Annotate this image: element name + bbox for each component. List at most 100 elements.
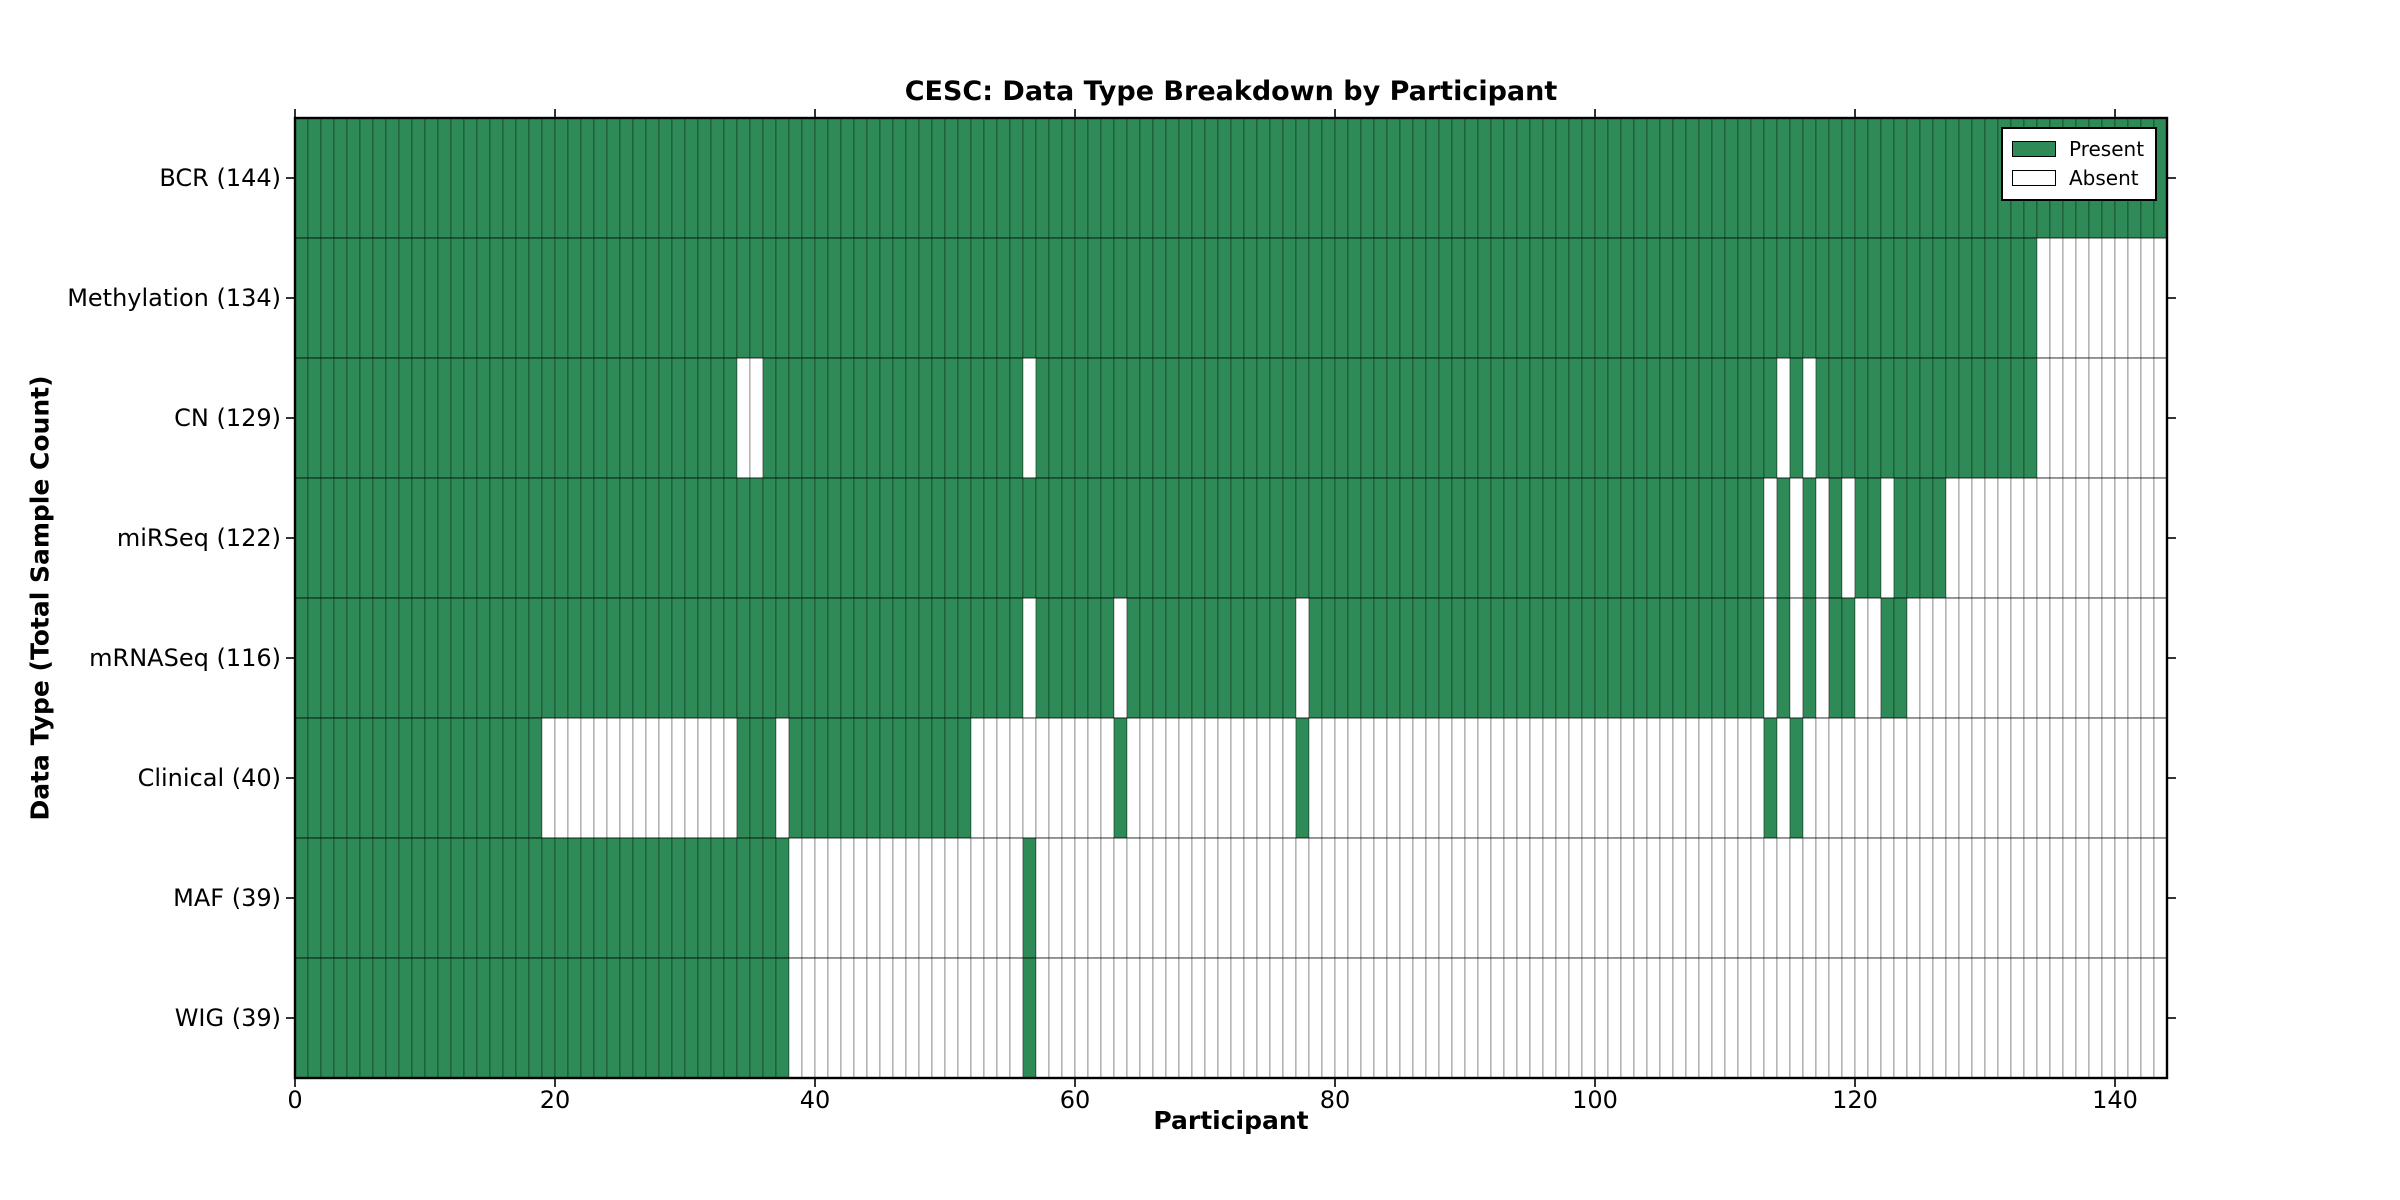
- cell: [1997, 837, 2012, 959]
- cell: [1412, 837, 1427, 959]
- cell: [1672, 837, 1687, 959]
- cell: [1750, 357, 1765, 479]
- cell: [645, 477, 660, 599]
- cell: [346, 597, 361, 719]
- cell: [1880, 357, 1895, 479]
- cell: [1854, 597, 1869, 719]
- cell: [515, 597, 530, 719]
- cell: [1880, 957, 1895, 1079]
- cell: [983, 597, 998, 719]
- cell: [372, 237, 387, 359]
- cell: [1542, 117, 1557, 239]
- cell: [762, 477, 777, 599]
- cell: [1633, 837, 1648, 959]
- cell: [801, 597, 816, 719]
- cell: [1672, 597, 1687, 719]
- cell: [1828, 837, 1843, 959]
- cell: [866, 717, 881, 839]
- cell: [684, 957, 699, 1079]
- cell: [2153, 837, 2168, 959]
- cell: [931, 477, 946, 599]
- cell: [996, 477, 1011, 599]
- cell: [1672, 957, 1687, 1079]
- cell: [788, 357, 803, 479]
- cell: [619, 117, 634, 239]
- cell: [1958, 597, 1973, 719]
- cell: [1711, 957, 1726, 1079]
- cell: [1555, 357, 1570, 479]
- cell: [1880, 597, 1895, 719]
- cell: [372, 117, 387, 239]
- cell: [411, 597, 426, 719]
- cell: [2036, 957, 2051, 1079]
- cell: [1932, 357, 1947, 479]
- cell: [1282, 957, 1297, 1079]
- cell: [411, 117, 426, 239]
- cell: [2075, 237, 2090, 359]
- cell: [931, 597, 946, 719]
- cell: [658, 597, 673, 719]
- cell: [1178, 957, 1193, 1079]
- cell: [710, 357, 725, 479]
- cell: [1516, 717, 1531, 839]
- cell: [983, 837, 998, 959]
- cell: [359, 957, 374, 1079]
- cell: [1854, 357, 1869, 479]
- cell: [385, 117, 400, 239]
- cell: [1282, 717, 1297, 839]
- cell: [697, 117, 712, 239]
- cell: [515, 477, 530, 599]
- cell: [1503, 717, 1518, 839]
- cell: [1919, 837, 1934, 959]
- cell: [1373, 837, 1388, 959]
- cell: [463, 957, 478, 1079]
- cell: [1477, 117, 1492, 239]
- cell: [1737, 957, 1752, 1079]
- cell: [1542, 717, 1557, 839]
- cell: [1360, 477, 1375, 599]
- cell: [294, 477, 309, 599]
- cell: [372, 957, 387, 1079]
- cell: [1425, 117, 1440, 239]
- cell: [1854, 837, 1869, 959]
- cell: [1191, 837, 1206, 959]
- cell: [424, 837, 439, 959]
- cell: [437, 957, 452, 1079]
- cell: [554, 357, 569, 479]
- cell: [1256, 357, 1271, 479]
- cell: [1347, 117, 1362, 239]
- cell: [1048, 117, 1063, 239]
- cell: [970, 117, 985, 239]
- cell: [1217, 957, 1232, 1079]
- cell: [2114, 717, 2129, 839]
- x-tick-label: 40: [799, 1086, 831, 1114]
- cell: [1477, 957, 1492, 1079]
- cell: [1425, 957, 1440, 1079]
- x-tick-label: 140: [2092, 1086, 2138, 1114]
- cell: [1906, 237, 1921, 359]
- cell: [1971, 837, 1986, 959]
- cell: [541, 117, 556, 239]
- cell: [853, 357, 868, 479]
- cell: [1009, 477, 1024, 599]
- cell: [1022, 717, 1037, 839]
- cell: [918, 597, 933, 719]
- cell: [996, 597, 1011, 719]
- cell: [827, 597, 842, 719]
- cell: [1971, 357, 1986, 479]
- cell: [476, 717, 491, 839]
- cell: [1243, 477, 1258, 599]
- cell: [1035, 717, 1050, 839]
- cell: [1360, 837, 1375, 959]
- cell: [1295, 117, 1310, 239]
- cell: [1763, 717, 1778, 839]
- cell: [320, 357, 335, 479]
- cell: [1477, 837, 1492, 959]
- cell: [476, 357, 491, 479]
- cell: [346, 237, 361, 359]
- cell: [1191, 957, 1206, 1079]
- cell: [1815, 957, 1830, 1079]
- cell: [1893, 957, 1908, 1079]
- cell: [1152, 837, 1167, 959]
- cell: [2101, 597, 2116, 719]
